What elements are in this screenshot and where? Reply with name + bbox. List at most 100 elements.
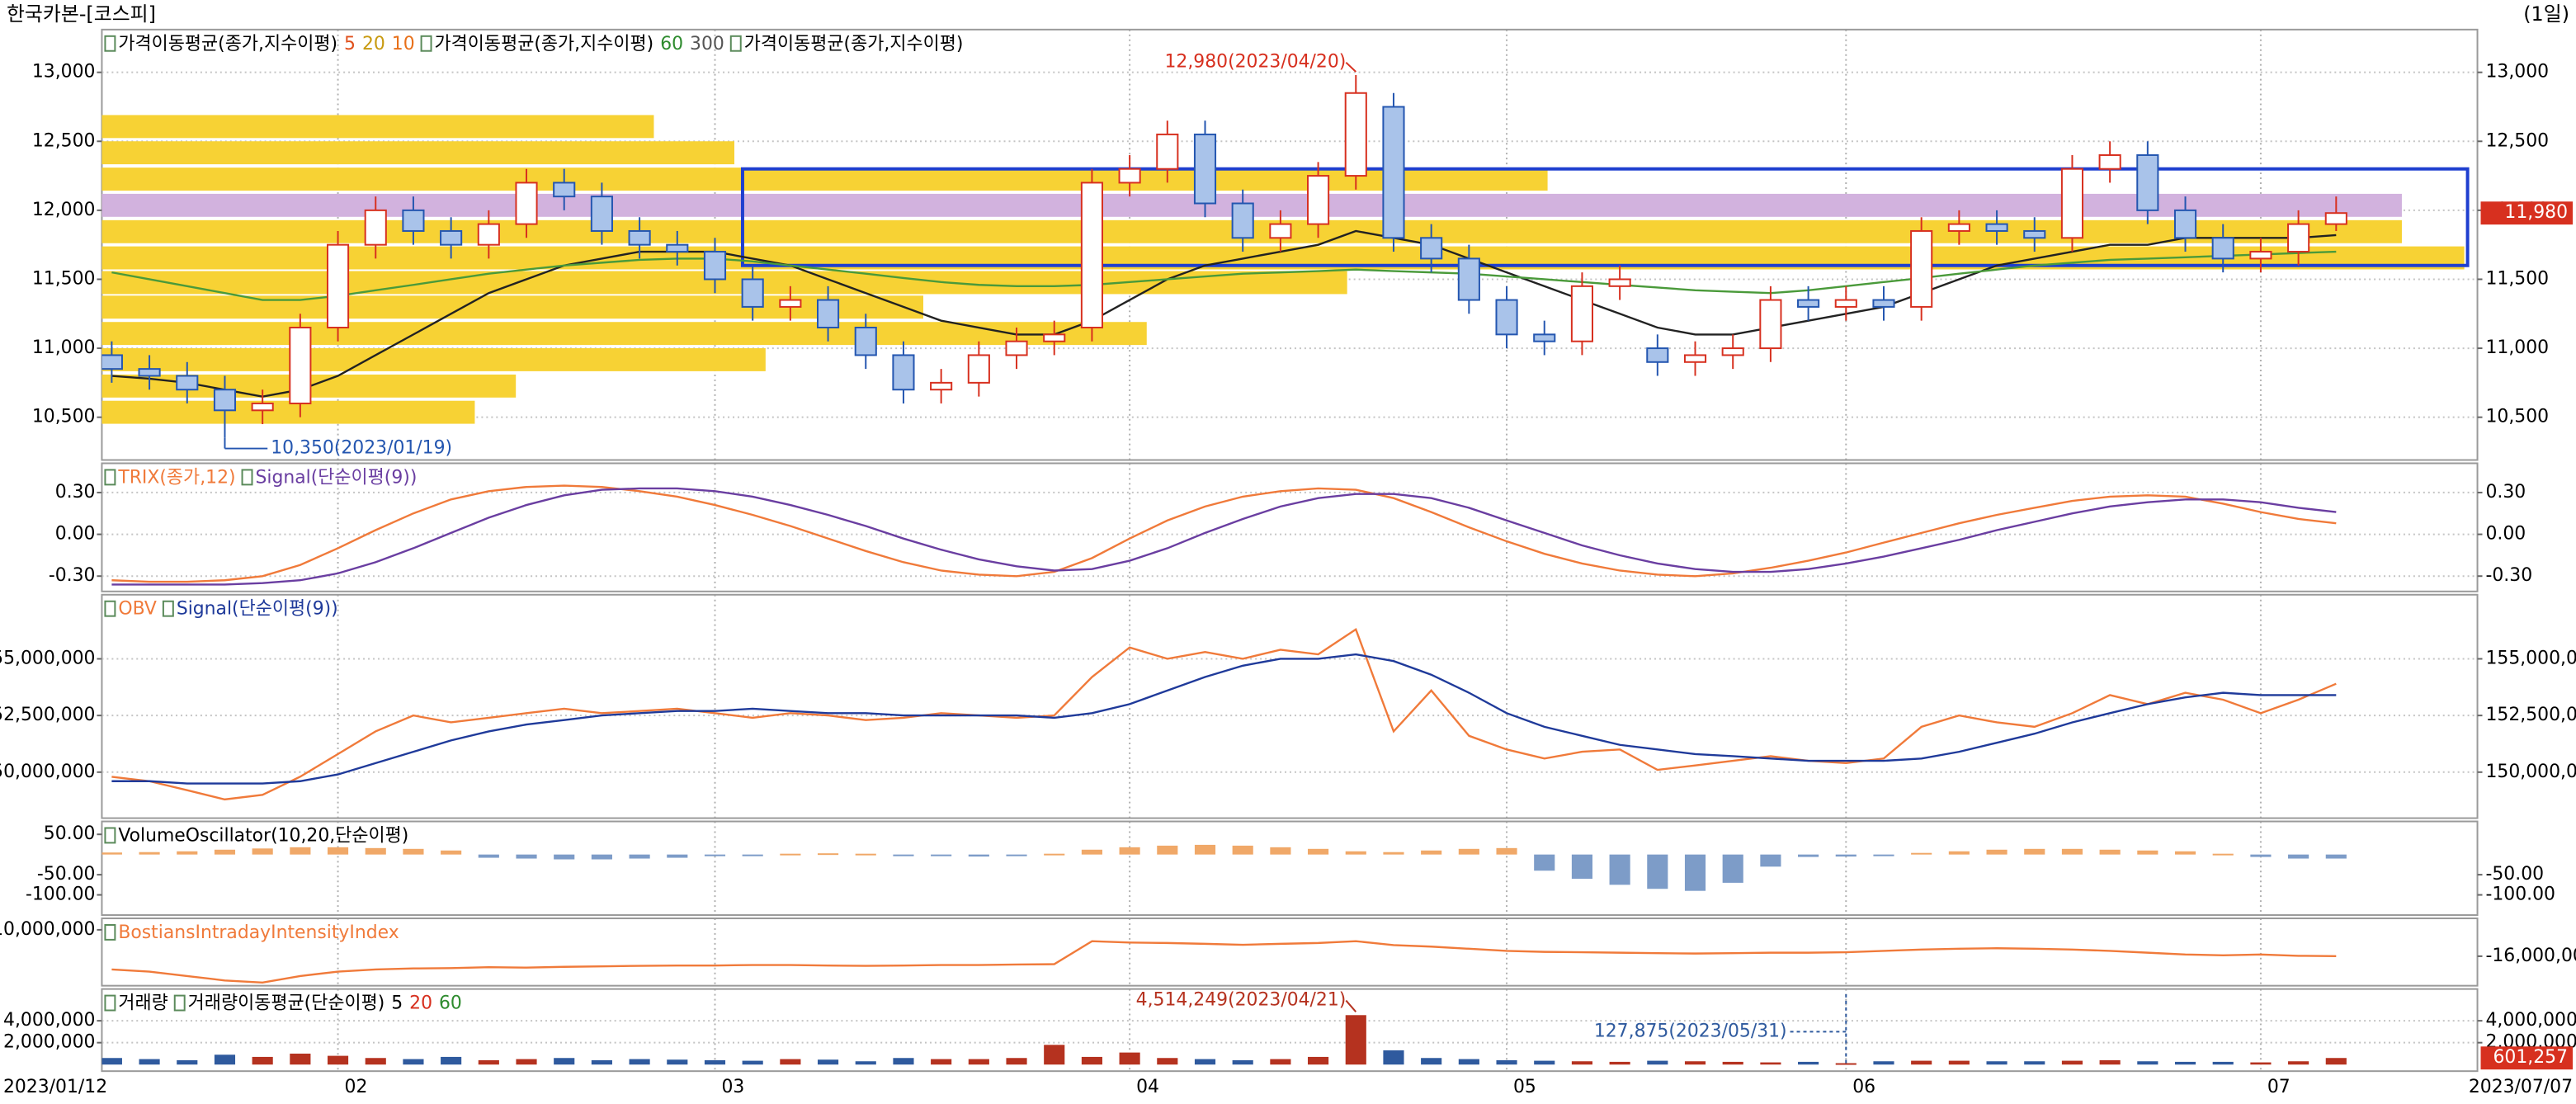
y-tick-label-right: -100.00 bbox=[2485, 885, 2555, 905]
candle-body bbox=[1457, 257, 1480, 301]
date-label: 07 bbox=[2267, 1077, 2291, 1097]
bar bbox=[139, 1059, 160, 1065]
period: (1일) bbox=[2523, 2, 2569, 26]
bar bbox=[1119, 847, 1140, 855]
candle-body bbox=[1533, 333, 1556, 342]
candle-body bbox=[2173, 209, 2197, 239]
legend-entry: 10 bbox=[392, 34, 415, 54]
legend-entry: 60 bbox=[660, 34, 683, 54]
bar bbox=[931, 854, 952, 856]
legend-icon bbox=[420, 35, 432, 52]
bar bbox=[1458, 848, 1479, 855]
bar bbox=[1496, 1059, 1517, 1065]
bar bbox=[2212, 1061, 2234, 1065]
y-tick-label-right: -0.30 bbox=[2485, 565, 2532, 586]
legend-icon bbox=[162, 600, 174, 617]
bar bbox=[2099, 849, 2121, 855]
date-label: 05 bbox=[1513, 1077, 1536, 1097]
bar bbox=[554, 1058, 575, 1065]
bar bbox=[327, 847, 349, 855]
volume-low-annotation: 127,875(2023/05/31) bbox=[1594, 1021, 1787, 1041]
candle-body bbox=[2211, 237, 2234, 260]
candle-body bbox=[101, 354, 123, 370]
legend-entry: 가격이동평균(종가,지수이평) bbox=[435, 34, 654, 54]
candle-body bbox=[1646, 347, 1669, 363]
high-annotation: 12,980(2023/04/20) bbox=[1164, 52, 1346, 73]
bar bbox=[214, 849, 236, 855]
bar bbox=[931, 1059, 952, 1065]
bar bbox=[629, 1059, 650, 1065]
candle-body bbox=[1683, 354, 1707, 363]
bar bbox=[1873, 854, 1894, 856]
bar bbox=[742, 1060, 763, 1065]
bar bbox=[893, 1058, 914, 1065]
bar bbox=[818, 1059, 839, 1065]
panel-marks bbox=[111, 627, 2337, 801]
y-tick-label-left: 11,000 bbox=[32, 337, 96, 358]
bar bbox=[1911, 1060, 1932, 1065]
y-tick-label-left: 0.30 bbox=[55, 482, 96, 502]
bar bbox=[1270, 1059, 1291, 1065]
y-tick-label-left: 50.00 bbox=[44, 823, 96, 844]
panel-frame bbox=[101, 988, 2479, 1073]
candle-body bbox=[1570, 285, 1593, 342]
bar bbox=[1798, 854, 1819, 857]
bar bbox=[1722, 854, 1743, 883]
bar bbox=[177, 1059, 198, 1065]
bar bbox=[252, 848, 273, 855]
panel-frame bbox=[101, 820, 2479, 917]
candle-body bbox=[628, 229, 651, 246]
volume-high-pointer bbox=[1345, 999, 1357, 1012]
legend-entry: OBV bbox=[118, 599, 157, 620]
y-tick-label-left: -0.30 bbox=[49, 565, 96, 586]
bar bbox=[1458, 1059, 1479, 1065]
panel-marks bbox=[101, 1015, 2347, 1065]
bar bbox=[2024, 1061, 2045, 1065]
bar bbox=[1194, 844, 1216, 855]
bar bbox=[2099, 1059, 2121, 1065]
low-annotation: 10,350(2023/01/19) bbox=[271, 438, 452, 459]
candle-body bbox=[364, 209, 387, 246]
legend-icon bbox=[104, 35, 116, 52]
bar bbox=[1345, 1015, 1366, 1065]
y-tick-label-right: 0.30 bbox=[2485, 482, 2526, 502]
bar bbox=[365, 1058, 386, 1065]
candle-body bbox=[2249, 251, 2272, 260]
candle-body bbox=[2098, 153, 2121, 170]
bar bbox=[139, 852, 160, 855]
y-tick-label-left: 13,000 bbox=[32, 62, 96, 83]
bar bbox=[1986, 849, 2007, 855]
candle-body bbox=[1608, 278, 1631, 287]
bar bbox=[252, 1056, 273, 1065]
price-volume-bar bbox=[101, 400, 475, 424]
bar bbox=[1496, 847, 1517, 855]
date-label: 2023/07/07 bbox=[2469, 1077, 2573, 1097]
y-tick-label-left: 155,000,000 bbox=[0, 648, 95, 668]
bar bbox=[403, 1059, 424, 1065]
date-label: 03 bbox=[721, 1077, 744, 1097]
y-tick-label-right: 4,000,000 bbox=[2485, 1010, 2576, 1031]
date-label: 06 bbox=[1852, 1077, 1875, 1097]
bar bbox=[1571, 854, 1593, 880]
candle-body bbox=[892, 354, 915, 391]
candle-body bbox=[1118, 167, 1141, 184]
legend-entry: 거래량이동평균(단순이평) bbox=[188, 993, 385, 1014]
candle-body bbox=[289, 326, 312, 404]
y-tick-label-left: 0.00 bbox=[55, 524, 96, 545]
candle-body bbox=[1495, 299, 1518, 336]
bar bbox=[1760, 854, 1781, 867]
bar bbox=[2250, 854, 2272, 857]
bar bbox=[2288, 1061, 2309, 1065]
bar bbox=[1986, 1061, 2007, 1065]
legend-entry: Signal(단순이평(9)) bbox=[255, 467, 417, 488]
candle-body bbox=[1344, 92, 1367, 177]
candle-body bbox=[176, 375, 199, 391]
bar bbox=[2325, 854, 2347, 859]
y-tick-label-left: 150,000,000 bbox=[0, 762, 95, 782]
candle-body bbox=[326, 243, 350, 328]
bar bbox=[1571, 1061, 1593, 1065]
y-tick-label-left: 2,000,000 bbox=[3, 1032, 95, 1053]
candle-body bbox=[515, 182, 538, 225]
bar bbox=[177, 851, 198, 855]
bar bbox=[591, 854, 612, 860]
